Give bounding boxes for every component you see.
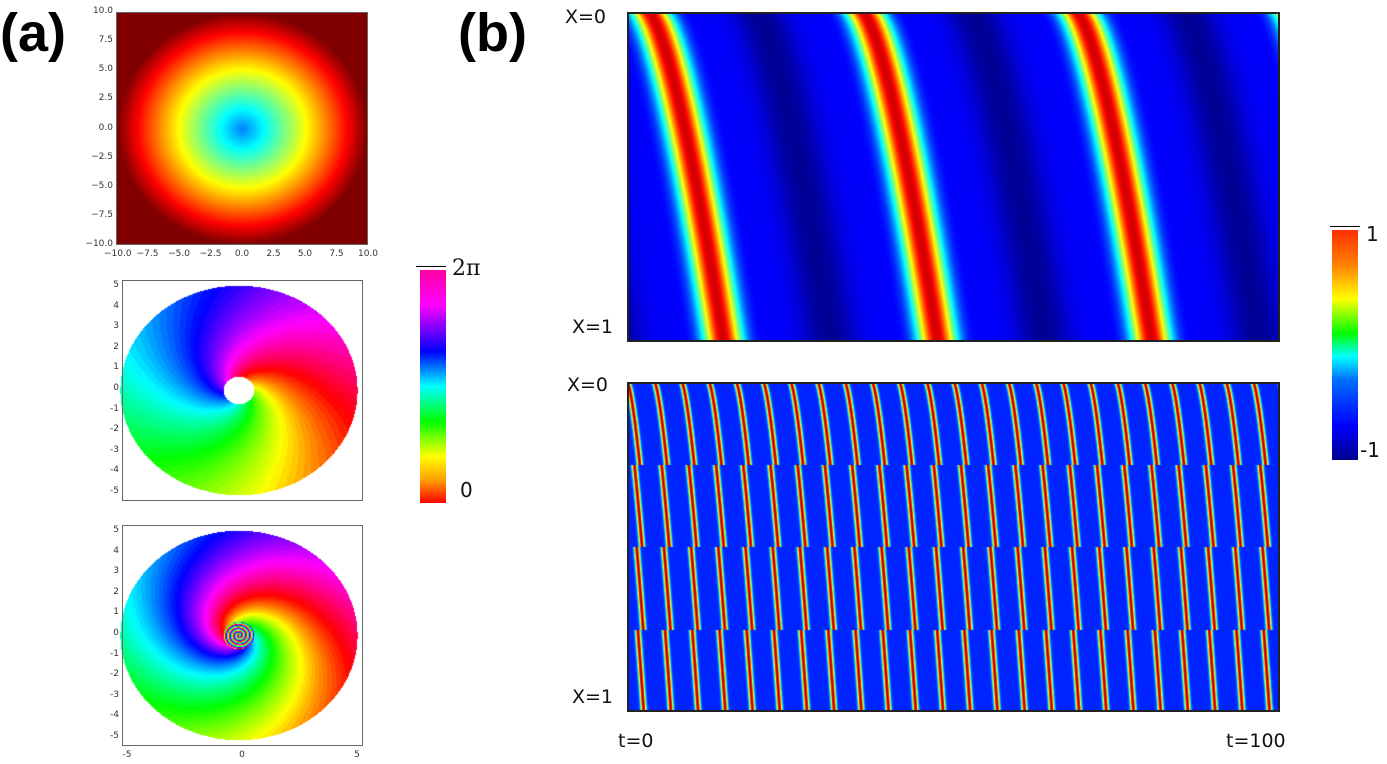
tick-label: -4	[110, 465, 119, 476]
tick-label: -1	[110, 648, 119, 659]
t-start-label: t=0	[618, 730, 654, 752]
panel-label-a: (a)	[0, 3, 66, 63]
colorbar-b-min: -1	[1360, 438, 1380, 462]
top-x1-label: X=1	[572, 316, 614, 338]
tick-label: 7.5	[98, 35, 113, 46]
tick-label: 2	[113, 341, 119, 352]
tick-label: 5	[113, 525, 119, 535]
colorbar-top-line	[416, 266, 446, 267]
tick-label: 0	[239, 750, 245, 760]
bottom-x1-label: X=1	[572, 686, 614, 708]
tick-label: -2	[110, 669, 119, 680]
tick-label: −10.0	[85, 239, 113, 249]
tick-label: 10.0	[357, 249, 379, 259]
kymograph-top-frame	[627, 12, 1280, 342]
tick-label: 0.0	[234, 249, 250, 259]
colorbar-b-top-line	[1330, 226, 1360, 227]
tick-label: -5	[110, 486, 119, 496]
tick-label: −10.0	[104, 249, 132, 259]
radial-heatmap-frame	[116, 12, 368, 245]
tick-label: −5.0	[168, 249, 190, 259]
tick-label: -5	[122, 750, 132, 760]
tick-label: -3	[110, 689, 119, 700]
kymograph-bottom	[627, 382, 1280, 712]
tick-label: 4	[113, 300, 119, 311]
top-x0-label: X=0	[565, 6, 607, 28]
tick-label: 3	[113, 321, 119, 332]
colorbar-a-max: 2π	[452, 256, 481, 281]
tick-label: −7.5	[91, 209, 113, 220]
tick-label: −2.5	[91, 151, 113, 162]
tick-label: −5.0	[91, 180, 113, 191]
tick-label: −7.5	[136, 249, 159, 259]
tick-label: -2	[110, 424, 119, 435]
tick-label: −2.5	[199, 249, 222, 259]
tick-label: -4	[110, 710, 119, 721]
tick-label: 2	[113, 586, 119, 597]
phase-spiral-core	[114, 525, 363, 745]
phase-spiral-hole	[114, 280, 363, 500]
tick-label: 10.0	[92, 6, 113, 16]
phase-spiral-hole-frame	[122, 280, 363, 501]
tick-label: 1	[113, 607, 119, 618]
tick-label: 7.5	[329, 249, 344, 259]
tick-label: -5	[110, 731, 119, 741]
tick-label: 0	[113, 628, 119, 638]
kymograph-top	[627, 12, 1280, 342]
tick-label: 1	[113, 362, 119, 373]
amplitude-colorbar	[1332, 230, 1358, 460]
colorbar-a-min: 0	[460, 478, 473, 502]
tick-label: 5.0	[98, 64, 113, 75]
phase-spiral-core-frame	[122, 525, 363, 746]
radial-heatmap	[116, 12, 368, 245]
tick-label: -3	[110, 444, 119, 455]
tick-label: 5	[113, 280, 119, 290]
kymograph-bottom-frame	[627, 382, 1280, 712]
bottom-x0-label: X=0	[567, 374, 609, 396]
tick-label: 5.0	[297, 249, 313, 259]
tick-label: 4	[113, 545, 119, 556]
t-end-label: t=100	[1226, 730, 1286, 752]
tick-label: 2.5	[98, 93, 113, 104]
tick-label: 0.0	[98, 122, 113, 133]
tick-label: 0	[113, 383, 119, 393]
tick-label: 2.5	[266, 249, 281, 259]
phase-colorbar	[420, 270, 446, 503]
tick-label: 3	[113, 566, 119, 577]
tick-label: -1	[110, 403, 119, 414]
tick-label: 5	[354, 750, 360, 760]
panel-label-b: (b)	[458, 3, 527, 63]
colorbar-b-max: 1	[1366, 222, 1379, 246]
